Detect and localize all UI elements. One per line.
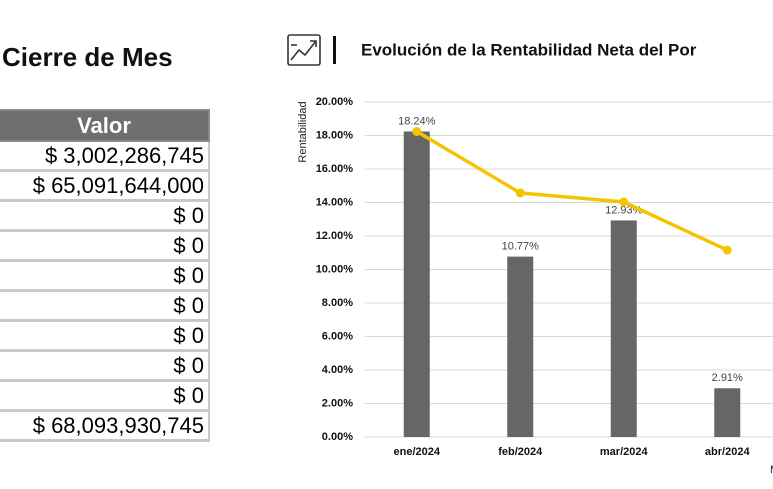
y-tick-label: 20.00% (316, 96, 354, 108)
x-tick-label: mar/2024 (600, 446, 649, 458)
y-axis-title: Rentabilidad (297, 101, 309, 162)
table-row: $ 68,093,930,745 (0, 410, 210, 442)
table-row: $ 3,002,286,745 (0, 141, 210, 172)
line-point (619, 197, 629, 207)
table-row: $ 65,091,644,000 (0, 170, 210, 202)
y-tick-label: 6.00% (322, 330, 353, 342)
title-divider (333, 36, 336, 64)
table-cell: $ 0 (0, 380, 210, 412)
y-tick-label: 2.00% (322, 397, 353, 409)
value-table: Valor $ 3,002,286,745 $ 65,091,644,000 $ 0… (0, 109, 210, 442)
table-row: $ 0 (0, 320, 210, 352)
line-point (412, 126, 422, 136)
chart-title: Evolución de la Rentabilidad Neta del Po… (361, 40, 697, 59)
data-label: 10.77% (502, 241, 540, 253)
chart-icon (287, 34, 321, 66)
y-tick-label: 18.00% (316, 129, 354, 141)
bar (507, 256, 534, 437)
line-series (415, 129, 728, 252)
y-tick-label: 14.00% (316, 196, 354, 208)
x-axis-title: M (770, 464, 773, 476)
table-row: $ 0 (0, 290, 210, 322)
y-tick-label: 8.00% (322, 297, 353, 309)
y-tick-label: 10.00% (316, 263, 354, 275)
y-tick-label: 4.00% (322, 364, 353, 376)
data-label: 2.91% (712, 372, 743, 384)
x-tick-label: abr/2024 (705, 446, 751, 458)
table-cell: $ 0 (0, 230, 210, 262)
y-tick-label: 0.00% (322, 431, 353, 443)
bar (714, 388, 741, 437)
bar (610, 220, 637, 437)
table-row: $ 0 (0, 380, 210, 412)
table-header: Valor (0, 109, 210, 142)
table-cell: $ 65,091,644,000 (0, 170, 210, 202)
bar (403, 131, 430, 438)
data-label: 18.24% (398, 115, 436, 127)
table-row: $ 0 (0, 200, 210, 232)
line-point (515, 188, 525, 198)
table-cell: $ 0 (0, 290, 210, 322)
line-point (722, 245, 732, 255)
table-cell: $ 68,093,930,745 (0, 410, 210, 442)
table-row: $ 0 (0, 260, 210, 292)
table-cell: $ 3,002,286,745 (0, 141, 210, 172)
table-cell: $ 0 (0, 350, 210, 382)
table-row: $ 0 (0, 230, 210, 262)
y-tick-label: 12.00% (316, 230, 354, 242)
table-row: $ 0 (0, 350, 210, 382)
x-tick-label: ene/2024 (394, 446, 441, 458)
table-cell: $ 0 (0, 320, 210, 352)
section-heading: Cierre de Mes (2, 42, 173, 72)
table-cell: $ 0 (0, 260, 210, 292)
x-tick-label: feb/2024 (498, 446, 543, 458)
y-tick-label: 16.00% (316, 163, 354, 175)
table-cell: $ 0 (0, 200, 210, 232)
